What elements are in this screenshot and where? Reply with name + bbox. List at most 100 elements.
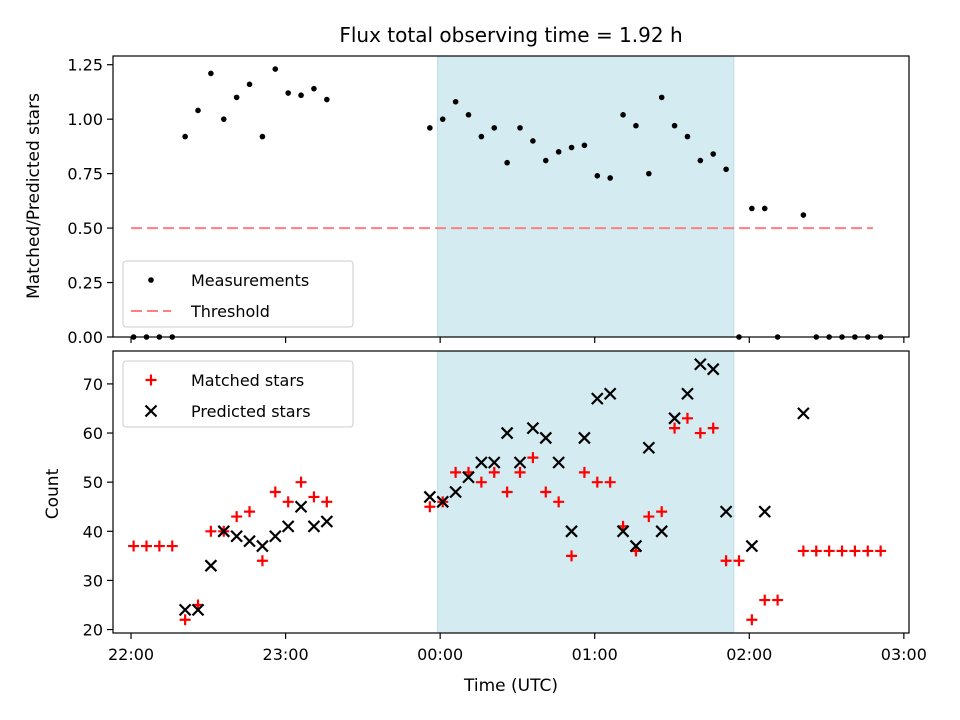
measurement-point (555, 149, 562, 155)
measurement-point (233, 94, 240, 101)
measurement-point (581, 142, 588, 149)
matched-stars-point (321, 496, 333, 508)
matched-stars-point (746, 614, 758, 626)
matched-stars-point (875, 545, 887, 557)
predicted-stars-point (281, 520, 295, 533)
y-tick-label: 30 (83, 571, 103, 590)
predicted-stars-point (603, 387, 617, 401)
measurement-point (465, 112, 472, 118)
matched-stars-point (514, 466, 526, 478)
matched-stars-point (424, 501, 436, 513)
predicted-stars-point (294, 500, 308, 514)
measurement-point (259, 133, 266, 140)
measurement-point (542, 157, 549, 164)
matched-stars-point (231, 511, 243, 523)
axes-frame (112, 350, 910, 634)
measurement-point (285, 90, 291, 96)
matched-stars-point (295, 476, 307, 488)
panel-top: 0.00 0.25 0.50 0.75 1.00 1.25 Measurements Thre… (67, 55, 910, 347)
predicted-stars-point (629, 539, 643, 553)
matched-stars-point (540, 486, 552, 498)
measurement-point (478, 133, 485, 140)
measurement-point (311, 85, 317, 92)
measurement-point (710, 151, 717, 157)
legend: Measurements Threshold (122, 260, 354, 328)
matched-stars-point (269, 486, 281, 498)
matched-stars-point (501, 486, 513, 498)
matched-stars-point (772, 594, 784, 606)
legend: Matched stars Predicted stars (122, 360, 354, 428)
predicted-stars-point (552, 456, 565, 469)
matched-stars-point (153, 540, 165, 552)
y-tick-label: 0.25 (67, 274, 103, 293)
matched-stars-point (823, 545, 835, 557)
measurement-point (646, 170, 652, 177)
predicted-stars-point (591, 392, 604, 405)
matched-stars-point (733, 555, 745, 567)
y-tick-label: 1.00 (67, 110, 103, 129)
y-axis-label-top: Matched/Predicted stars (24, 93, 44, 299)
predicted-stars-point (797, 407, 810, 420)
matched-stars-point (553, 496, 565, 508)
observing-window-shade (437, 55, 735, 338)
x-tick-label: 23:00 (263, 645, 309, 664)
predicted-stars-point (178, 603, 192, 617)
measurement-point (594, 173, 601, 179)
legend-handle-predicted (144, 404, 158, 418)
predicted-stars-point (475, 456, 488, 469)
measurement-point (182, 133, 188, 140)
measurement-point (427, 125, 433, 131)
predicted-stars-point (230, 529, 243, 543)
predicted-stars-point (307, 520, 321, 533)
matched-stars-point (836, 545, 848, 557)
x-axis-label: Time (UTC) (463, 676, 558, 696)
measurement-point (633, 122, 639, 129)
predicted-stars-point (758, 505, 772, 518)
y-tick-label: 70 (83, 375, 103, 394)
predicted-stars-point (745, 539, 759, 553)
predicted-stars-point (449, 485, 462, 499)
axes-frame (112, 55, 910, 338)
predicted-stars-point (500, 426, 514, 440)
legend-handle-measurements (148, 277, 154, 283)
measurement-point (530, 138, 536, 144)
measurement-point (246, 81, 253, 88)
measurement-point (749, 205, 755, 212)
matched-stars-point (707, 422, 719, 434)
matched-stars-point (179, 614, 191, 626)
measurement-point (671, 122, 678, 129)
predicted-stars-point (191, 603, 205, 617)
matched-stars-point (578, 466, 590, 478)
y-tick-label: 0.75 (67, 165, 103, 184)
matched-stars-point (282, 496, 294, 508)
matched-stars-point (488, 466, 500, 478)
predicted-stars-point (694, 357, 707, 371)
matched-stars-point (527, 452, 539, 464)
predicted-stars-point (217, 525, 231, 538)
matched-stars-point (681, 412, 693, 424)
matched-stars-point (140, 540, 152, 552)
matched-stars-point (810, 545, 822, 557)
matched-stars-point (591, 476, 603, 488)
matched-stars-point (450, 466, 462, 478)
measurement-point (208, 70, 214, 77)
legend-box (122, 360, 354, 428)
matched-stars-point (256, 555, 268, 567)
predicted-stars-point (668, 412, 681, 425)
matched-stars-point (128, 540, 140, 552)
measurement-point (658, 94, 665, 101)
predicted-stars-point (513, 456, 527, 469)
x-tick-label: 03:00 (881, 645, 927, 664)
measurement-point (504, 159, 510, 166)
measurement-point (298, 92, 304, 99)
matched-stars-point (244, 506, 256, 518)
matched-stars-point (308, 491, 320, 503)
matched-stars-point (643, 511, 655, 523)
measurement-point (220, 116, 227, 122)
matched-stars-point (604, 476, 616, 488)
legend-label: Predicted stars (191, 402, 311, 421)
matched-stars-point (862, 545, 874, 557)
measurement-point (620, 112, 626, 118)
x-tick-label: 22:00 (108, 645, 154, 664)
matched-stars-point (656, 506, 668, 518)
